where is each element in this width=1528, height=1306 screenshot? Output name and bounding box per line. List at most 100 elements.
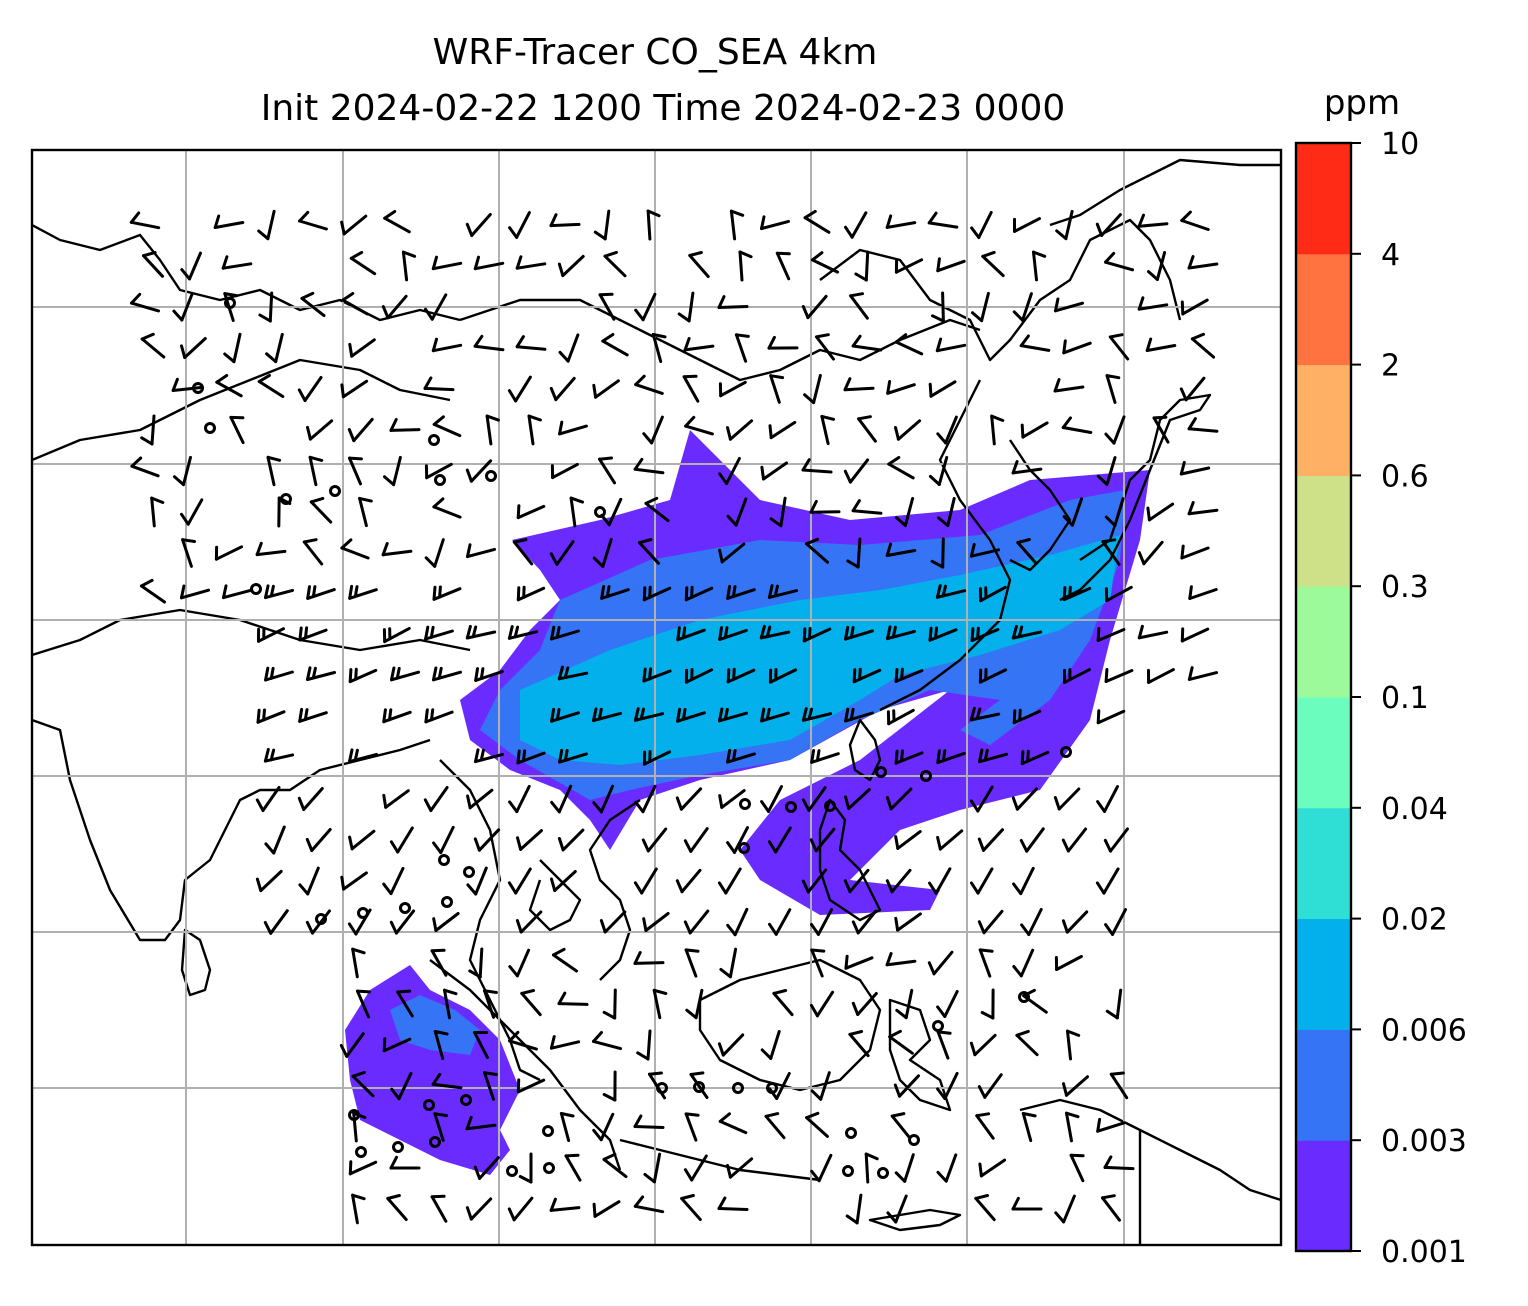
wind-barb-feather bbox=[718, 794, 724, 809]
wind-barb-shaft bbox=[1100, 213, 1122, 237]
wind-barb-feather bbox=[851, 920, 860, 935]
map-panel bbox=[32, 150, 1281, 1245]
wind-barb-feather bbox=[516, 749, 521, 765]
colorbar-tick-label: 0.006 bbox=[1381, 1013, 1467, 1048]
wind-barb-feather bbox=[473, 1165, 482, 1180]
wind-barb-feather bbox=[638, 538, 653, 545]
wind-barb-shaft bbox=[1062, 1194, 1076, 1224]
wind-barb-feather bbox=[592, 1128, 603, 1142]
wind-barb-shaft bbox=[683, 344, 715, 352]
wind-barb-feather bbox=[479, 748, 485, 762]
wind-barb-shaft bbox=[180, 292, 194, 322]
map-frame bbox=[30, 148, 1283, 1247]
wind-barb-feather bbox=[900, 749, 904, 763]
wind-barb-shaft bbox=[515, 345, 547, 351]
wind-barb-shaft bbox=[646, 827, 668, 853]
wind-barb-feather bbox=[430, 948, 446, 953]
wind-barb-shaft bbox=[889, 787, 913, 811]
wind-barb-shaft bbox=[1190, 337, 1216, 359]
wind-barb-feather bbox=[592, 707, 598, 723]
wind-barb-feather bbox=[507, 1207, 516, 1222]
wind-barb-shaft bbox=[515, 784, 531, 814]
wind-barb-shaft bbox=[188, 251, 202, 281]
wind-barb-feather bbox=[550, 625, 556, 641]
wind-barb-feather bbox=[885, 879, 894, 894]
wind-barb-feather bbox=[465, 624, 472, 640]
wind-barb-shaft bbox=[728, 419, 754, 441]
wind-barb-feather bbox=[555, 708, 561, 721]
wind-barb-feather bbox=[474, 667, 479, 682]
wind-barb-feather bbox=[348, 668, 353, 684]
wind-barb-shaft bbox=[351, 947, 359, 979]
wind-barb-shaft bbox=[308, 419, 334, 441]
wind-barb-feather bbox=[820, 414, 835, 421]
wind-barb-shaft bbox=[1147, 502, 1175, 522]
wind-barb-feather bbox=[851, 499, 861, 513]
wind-barb-shaft bbox=[396, 990, 414, 1018]
wind-barb-shaft bbox=[477, 828, 501, 852]
wind-barb-shaft bbox=[725, 457, 741, 485]
wind-barb-feather bbox=[383, 475, 396, 487]
wind-barb-shaft bbox=[431, 343, 463, 353]
wind-barb-shaft bbox=[1057, 787, 1081, 811]
wind-barb-shaft bbox=[936, 259, 966, 273]
wind-barb-feather bbox=[1062, 339, 1067, 355]
wind-barb-feather bbox=[1020, 750, 1025, 766]
wind-barb-shaft bbox=[1147, 668, 1175, 684]
calm-wind-marker bbox=[594, 506, 606, 518]
wind-barb-feather bbox=[424, 625, 430, 641]
wind-barb-shaft bbox=[982, 828, 1004, 852]
wind-barb-feather bbox=[858, 667, 862, 681]
wind-barb-feather bbox=[466, 794, 472, 810]
wind-barb-shaft bbox=[728, 1157, 754, 1179]
wind-barb-feather bbox=[969, 543, 976, 558]
wind-barb-shaft bbox=[651, 333, 663, 363]
wind-barb-feather bbox=[731, 585, 737, 598]
calm-wind-marker bbox=[875, 766, 887, 778]
wind-barb-shaft bbox=[807, 786, 827, 812]
calm-wind-marker bbox=[908, 1134, 920, 1146]
wind-barb-feather bbox=[641, 838, 650, 853]
wind-barb-shaft bbox=[130, 464, 160, 478]
wind-barb-shaft bbox=[857, 417, 877, 443]
wind-barb-feather bbox=[601, 333, 615, 343]
wind-barb-feather bbox=[1187, 255, 1195, 270]
wind-barb-feather bbox=[353, 585, 359, 598]
calm-wind-marker bbox=[1060, 746, 1072, 758]
wind-barb-shaft bbox=[976, 785, 994, 813]
wind-barb-feather bbox=[1095, 222, 1104, 237]
wind-barb-feather bbox=[768, 922, 778, 936]
wind-barb-feather bbox=[598, 456, 613, 461]
wind-barb-feather bbox=[634, 308, 645, 322]
wind-barb-shaft bbox=[1187, 262, 1219, 270]
wind-barb-feather bbox=[885, 542, 893, 557]
wind-barb-shaft bbox=[181, 538, 193, 568]
wind-barb-feather bbox=[927, 211, 938, 225]
wind-barb-feather bbox=[810, 251, 824, 262]
wind-barb-feather bbox=[563, 749, 569, 762]
coastline-sakhalin bbox=[1049, 158, 1281, 227]
wind-barb-shaft bbox=[733, 826, 749, 854]
wind-barb-feather bbox=[465, 468, 473, 483]
wind-barb-shaft bbox=[938, 829, 964, 851]
wind-barb-shaft bbox=[982, 909, 1004, 935]
wind-barb-feather bbox=[634, 374, 646, 387]
wind-barb-shaft bbox=[1111, 908, 1127, 936]
wind-barb-shaft bbox=[1113, 497, 1125, 527]
wind-barb-feather bbox=[928, 626, 933, 642]
wind-barb-feather bbox=[807, 707, 813, 721]
wind-barb-shaft bbox=[896, 419, 922, 441]
wind-barb-feather bbox=[768, 424, 773, 440]
wind-barb-shaft bbox=[1022, 994, 1048, 1014]
wind-barb-shaft bbox=[633, 1125, 665, 1129]
wind-barb-shaft bbox=[974, 1196, 996, 1222]
wind-barb-feather bbox=[718, 548, 724, 564]
wind-barb-feather bbox=[485, 414, 500, 422]
wind-barb-shaft bbox=[769, 1030, 781, 1060]
calm-wind-marker bbox=[785, 801, 797, 813]
wind-barb-feather bbox=[1190, 332, 1205, 341]
wind-barb-feather bbox=[306, 666, 312, 681]
wind-barb-feather bbox=[527, 414, 542, 422]
wind-barb-feather bbox=[760, 1048, 773, 1060]
wind-barb-feather bbox=[465, 1206, 473, 1221]
